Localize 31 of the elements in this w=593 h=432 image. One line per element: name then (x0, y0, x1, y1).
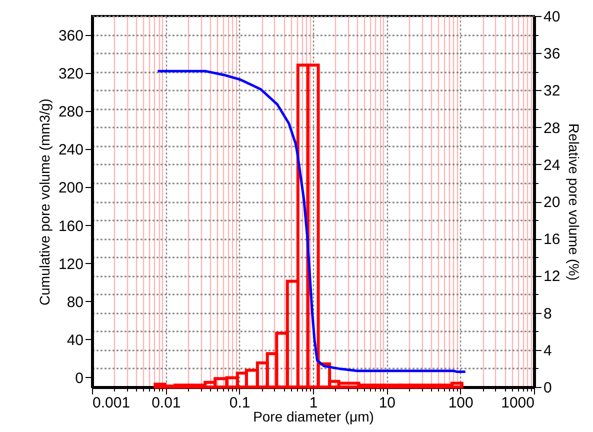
y-tick-label: 40 (66, 332, 84, 349)
y2-axis-title: Relative pore volume (%) (566, 123, 582, 281)
y2-tick-label: 12 (544, 268, 560, 286)
y2-tick-label: 20 (544, 194, 560, 211)
x-axis-title: Pore diameter (μm) (253, 408, 374, 424)
y2-tick-label: 36 (544, 46, 560, 63)
y2-tick-label: 16 (544, 231, 560, 248)
x-tick-label: 0.1 (229, 394, 250, 412)
y2-tick-label: 24 (544, 156, 560, 174)
x-tick-label: 1000 (501, 394, 534, 412)
y-tick-label: 240 (58, 142, 84, 159)
y2-tick-label: 28 (544, 120, 560, 137)
y-tick-label: 200 (58, 180, 84, 197)
x-tick-label: 0.01 (152, 394, 181, 412)
x-tick-label: 10 (378, 394, 396, 412)
y-axis-title: Cumulative pore volume (mm3/g) (36, 98, 52, 306)
y2-tick-label: 32 (544, 82, 560, 100)
y2-tick-label: 8 (544, 305, 552, 322)
y2-tick-label: 0 (544, 380, 552, 396)
y-tick-label: 160 (58, 218, 84, 235)
y-tick-label: 360 (58, 28, 84, 45)
y-tick-label: 120 (58, 256, 84, 273)
y2-tick-label: 4 (544, 342, 552, 360)
y-tick-label: 280 (58, 104, 84, 121)
x-tick-label: 100 (448, 394, 474, 412)
y2-tick-label: 40 (544, 8, 560, 26)
y-tick-label: 80 (66, 294, 84, 311)
x-tick-label: 1 (309, 394, 318, 412)
y-tick-label: 320 (58, 66, 84, 83)
y-tick-label: 0 (75, 370, 84, 387)
x-tick-label: 0.001 (92, 394, 130, 412)
